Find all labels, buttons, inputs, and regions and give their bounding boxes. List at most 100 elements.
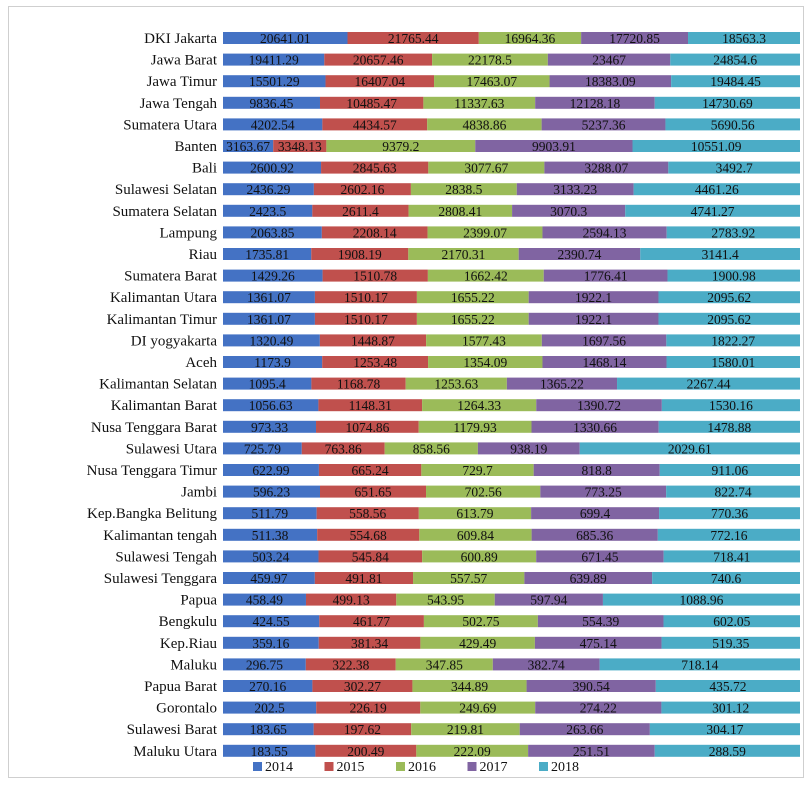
legend-label: 2015 <box>337 760 365 775</box>
bar-segment-2016 <box>408 248 519 260</box>
category-label: Riau <box>189 247 218 263</box>
category-label: Papua Barat <box>144 679 218 695</box>
bar-segment-2017 <box>542 356 667 368</box>
bar-segment-2015 <box>318 550 423 563</box>
bar-segment-2018 <box>625 204 800 217</box>
bar-segment-2016 <box>395 658 493 671</box>
bar-segment-2018 <box>666 334 800 347</box>
bar-segment-2017 <box>477 442 580 455</box>
data-label: 296.75 <box>246 657 283 672</box>
bar-segment-2017 <box>547 53 671 66</box>
data-label: 600.89 <box>461 549 498 564</box>
bar-segment-2018 <box>633 183 800 196</box>
data-label: 858.56 <box>413 441 450 456</box>
bar-segment-2016 <box>478 32 582 44</box>
data-label: 19484.45 <box>710 74 761 89</box>
bar-segment-2014 <box>223 420 317 433</box>
bar-segment-2015 <box>322 269 428 282</box>
data-label: 19411.29 <box>249 53 299 68</box>
data-label: 543.95 <box>427 593 464 608</box>
category-label: Kalimantan Barat <box>111 398 218 414</box>
category-label: Bali <box>192 161 217 177</box>
bar-segment-2014 <box>223 507 317 520</box>
bar-segment-2017 <box>534 636 662 649</box>
bar-segment-2015 <box>318 636 421 649</box>
data-label: 347.85 <box>426 657 463 672</box>
bar-segment-2017 <box>535 96 655 109</box>
bar-segment-2014 <box>223 593 306 606</box>
data-label: 3141.4 <box>702 247 739 262</box>
data-label: 22178.5 <box>468 53 512 68</box>
bar-segment-2015 <box>321 226 428 239</box>
category-label: Sumatera Selatan <box>112 204 217 220</box>
category-label: Maluku <box>170 657 217 673</box>
bar-segment-2014 <box>223 248 312 260</box>
data-label: 554.68 <box>350 528 387 543</box>
category-label: Sulawesi Tengah <box>115 549 217 565</box>
category-label: DKI Jakarta <box>144 31 217 47</box>
category-label: Jawa Tengah <box>140 96 218 112</box>
bar-segment-2016 <box>420 636 535 649</box>
data-label: 4202.54 <box>251 117 295 132</box>
bar-segment-2017 <box>531 528 658 541</box>
category-label: Gorontalo <box>156 701 217 717</box>
bar-segment-2014 <box>223 636 319 649</box>
data-label: 1354.09 <box>463 355 507 370</box>
bar-segment-2015 <box>314 291 417 304</box>
data-label: 390.54 <box>573 679 610 694</box>
bar-segment-2014 <box>223 204 313 217</box>
data-label: 1361.07 <box>247 312 291 327</box>
bar-segment-2018 <box>659 464 800 476</box>
data-label: 1429.26 <box>251 269 295 284</box>
data-label: 21765.44 <box>388 31 439 46</box>
bar-segment-2014 <box>223 701 317 714</box>
data-label: 597.94 <box>530 593 567 608</box>
bar-segment-2015 <box>305 658 396 671</box>
data-label: 2423.5 <box>249 204 286 219</box>
bar-segment-2015 <box>312 680 413 692</box>
bar-segment-2016 <box>421 464 534 476</box>
data-label: 938.19 <box>510 441 547 456</box>
bar-segment-2018 <box>659 507 800 520</box>
data-label: 1478.88 <box>707 420 751 435</box>
data-label: 18383.09 <box>585 74 636 89</box>
data-label: 499.13 <box>333 593 370 608</box>
bar-segment-2016 <box>416 291 529 304</box>
category-label: DI yogyakarta <box>131 333 218 349</box>
data-label: 322.38 <box>332 657 369 672</box>
bar-segment-2014 <box>223 528 318 541</box>
bar-segment-2018 <box>657 528 800 541</box>
legend-swatch-2016 <box>396 762 405 771</box>
data-label: 1361.07 <box>247 290 291 305</box>
bar-segment-2017 <box>533 464 660 476</box>
data-label: 1922.1 <box>575 290 612 305</box>
bar-segment-2016 <box>427 118 542 131</box>
data-label: 202.5 <box>254 701 285 716</box>
bar-segment-2017 <box>506 377 618 390</box>
data-label: 2600.92 <box>250 161 294 176</box>
data-label: 1580.01 <box>711 355 755 370</box>
bar-segment-2017 <box>519 723 650 736</box>
bar-segment-2014 <box>223 680 313 692</box>
bar-segment-2014 <box>223 312 315 325</box>
bar-segment-2016 <box>428 161 545 174</box>
data-label: 16407.04 <box>354 74 405 89</box>
data-label: 725.79 <box>244 441 281 456</box>
data-label: 558.56 <box>349 506 386 521</box>
data-label: 2838.5 <box>445 182 482 197</box>
bar-segment-2016 <box>422 550 537 563</box>
bar-segment-2015 <box>347 32 479 44</box>
data-label: 3492.7 <box>716 161 753 176</box>
bar-segment-2014 <box>223 572 315 584</box>
data-label: 685.36 <box>576 528 613 543</box>
data-label: 511.79 <box>252 506 289 521</box>
bar-segment-2014 <box>223 53 325 66</box>
data-label: 3348.13 <box>278 139 322 154</box>
data-label: 1468.14 <box>583 355 627 370</box>
bar-segment-2015 <box>311 377 406 390</box>
data-label: 973.33 <box>251 420 288 435</box>
bar-segment-2015 <box>313 183 411 196</box>
data-label: 4434.57 <box>353 117 397 132</box>
data-label: 20641.01 <box>260 31 311 46</box>
bar-segment-2017 <box>516 183 634 196</box>
